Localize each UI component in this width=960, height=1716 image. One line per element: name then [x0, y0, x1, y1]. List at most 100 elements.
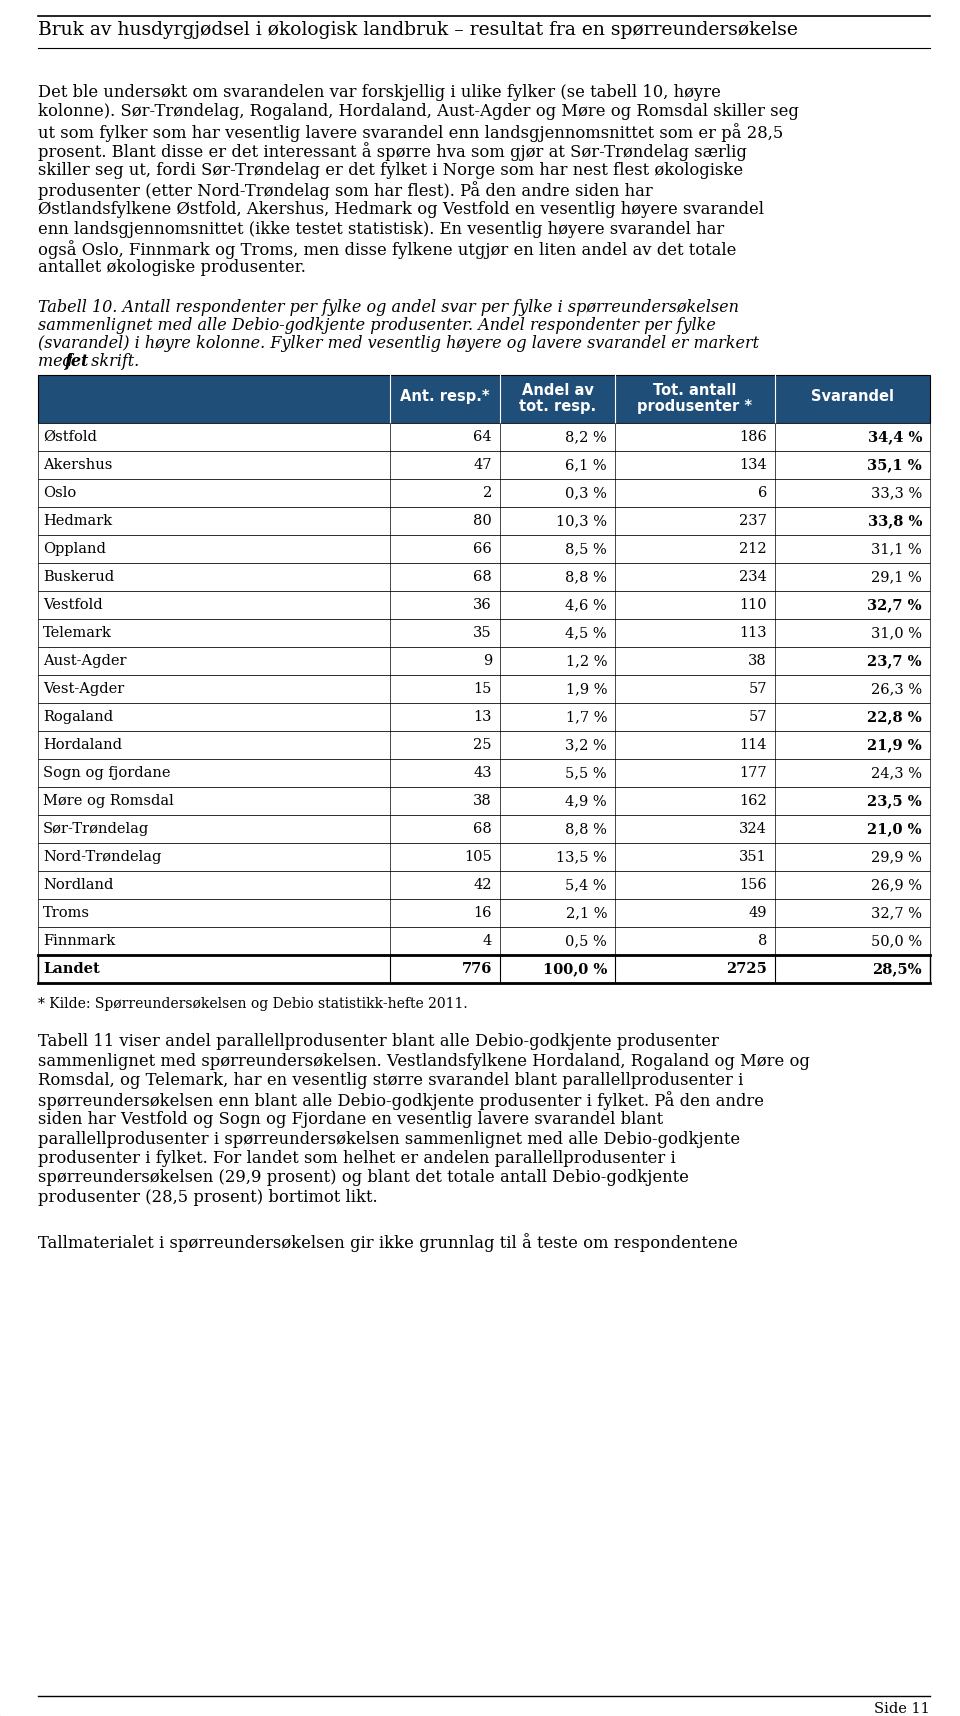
Text: Side 11: Side 11 [875, 1702, 930, 1716]
Text: 22,8 %: 22,8 % [867, 710, 922, 724]
Text: 8,2 %: 8,2 % [565, 431, 607, 444]
Text: 68: 68 [473, 822, 492, 836]
Bar [38, 647, 930, 674]
Text: Aust-Agder: Aust-Agder [43, 654, 127, 668]
Text: 13,5 %: 13,5 % [556, 849, 607, 863]
Text: 4,9 %: 4,9 % [565, 795, 607, 808]
Text: Sør-Trøndelag: Sør-Trøndelag [43, 822, 149, 836]
Text: prosent. Blant disse er det interessant å spørre hva som gjør at Sør-Trøndelag s: prosent. Blant disse er det interessant … [38, 142, 747, 161]
Text: 212: 212 [739, 542, 767, 556]
Text: kolonne). Sør-Trøndelag, Rogaland, Hordaland, Aust-Agder og Møre og Romsdal skil: kolonne). Sør-Trøndelag, Rogaland, Horda… [38, 103, 799, 120]
Text: 114: 114 [739, 738, 767, 752]
Text: 8,5 %: 8,5 % [565, 542, 607, 556]
Text: Vestfold: Vestfold [43, 597, 103, 613]
Text: 8,8 %: 8,8 % [565, 570, 607, 583]
Text: Bruk av husdyrgjødsel i økologisk landbruk – resultat fra en spørreundersøkelse: Bruk av husdyrgjødsel i økologisk landbr… [38, 21, 798, 39]
Text: 80: 80 [473, 515, 492, 529]
Text: 50,0 %: 50,0 % [871, 934, 922, 947]
Text: 38: 38 [748, 654, 767, 668]
Bar [38, 704, 930, 731]
Text: produsenter (etter Nord-Trøndelag som har flest). På den andre siden har: produsenter (etter Nord-Trøndelag som ha… [38, 182, 653, 201]
Text: 36: 36 [473, 597, 492, 613]
Text: 31,0 %: 31,0 % [871, 626, 922, 640]
Text: 57: 57 [749, 710, 767, 724]
Bar [38, 788, 930, 815]
Text: spørreundersøkelsen (29,9 prosent) og blant det totale antall Debio-godkjente: spørreundersøkelsen (29,9 prosent) og bl… [38, 1170, 689, 1186]
Text: 351: 351 [739, 849, 767, 863]
Text: Østfold: Østfold [43, 431, 97, 444]
Text: produsenter (28,5 prosent) bortimot likt.: produsenter (28,5 prosent) bortimot likt… [38, 1189, 377, 1206]
Text: 38: 38 [473, 795, 492, 808]
Text: 100,0 %: 100,0 % [542, 963, 607, 976]
Text: Tabell 11 viser andel parallellprodusenter blant alle Debio-godkjente produsente: Tabell 11 viser andel parallellprodusent… [38, 1033, 719, 1050]
Text: 2: 2 [483, 486, 492, 499]
Text: 10,3 %: 10,3 % [556, 515, 607, 529]
Text: 49: 49 [749, 906, 767, 920]
Text: 21,9 %: 21,9 % [867, 738, 922, 752]
Text: 186: 186 [739, 431, 767, 444]
Text: Buskerud: Buskerud [43, 570, 114, 583]
Text: Sogn og fjordane: Sogn og fjordane [43, 765, 171, 781]
Text: Østlandsfylkene Østfold, Akershus, Hedmark og Vestfold en vesentlig høyere svara: Østlandsfylkene Østfold, Akershus, Hedma… [38, 201, 764, 218]
Bar [38, 506, 930, 535]
Bar [38, 479, 930, 506]
Text: 32,7 %: 32,7 % [871, 906, 922, 920]
Text: Møre og Romsdal: Møre og Romsdal [43, 795, 174, 808]
Text: 5,5 %: 5,5 % [565, 765, 607, 781]
Text: siden har Vestfold og Sogn og Fjordane en vesentlig lavere svarandel blant: siden har Vestfold og Sogn og Fjordane e… [38, 1110, 663, 1127]
Text: Nordland: Nordland [43, 879, 113, 892]
Text: 2725: 2725 [726, 963, 767, 976]
Text: 43: 43 [473, 765, 492, 781]
Text: 23,5 %: 23,5 % [867, 795, 922, 808]
Text: Finnmark: Finnmark [43, 934, 115, 947]
Text: 237: 237 [739, 515, 767, 529]
Text: Rogaland: Rogaland [43, 710, 113, 724]
Bar [38, 376, 930, 424]
Text: 47: 47 [473, 458, 492, 472]
Text: 6,1 %: 6,1 % [565, 458, 607, 472]
Text: 8,8 %: 8,8 % [565, 822, 607, 836]
Text: ut som fylker som har vesentlig lavere svarandel enn landsgjennomsnittet som er : ut som fylker som har vesentlig lavere s… [38, 124, 783, 142]
Bar [38, 424, 930, 451]
Text: Vest-Agder: Vest-Agder [43, 681, 124, 697]
Text: 8: 8 [757, 934, 767, 947]
Text: 25: 25 [473, 738, 492, 752]
Bar [38, 927, 930, 956]
Text: 3,2 %: 3,2 % [565, 738, 607, 752]
Bar [38, 872, 930, 899]
Text: sammenlignet med spørreundersøkelsen. Vestlandsfylkene Hordaland, Rogaland og Mø: sammenlignet med spørreundersøkelsen. Ve… [38, 1052, 810, 1069]
Bar [38, 815, 930, 843]
Text: Tabell 10. Antall respondenter per fylke og andel svar per fylke i spørreundersø: Tabell 10. Antall respondenter per fylke… [38, 299, 739, 316]
Text: Romsdal, og Telemark, har en vesentlig større svarandel blant parallellprodusent: Romsdal, og Telemark, har en vesentlig s… [38, 1072, 743, 1090]
Text: 15: 15 [473, 681, 492, 697]
Text: produsenter *: produsenter * [637, 400, 753, 414]
Bar [38, 535, 930, 563]
Bar [38, 590, 930, 619]
Text: 4: 4 [483, 934, 492, 947]
Text: 177: 177 [739, 765, 767, 781]
Text: 31,1 %: 31,1 % [872, 542, 922, 556]
Text: 1,7 %: 1,7 % [565, 710, 607, 724]
Text: spørreundersøkelsen enn blant alle Debio-godkjente produsenter i fylket. På den : spørreundersøkelsen enn blant alle Debio… [38, 1091, 764, 1110]
Text: Hedmark: Hedmark [43, 515, 112, 529]
Bar [38, 758, 930, 788]
Text: 26,3 %: 26,3 % [871, 681, 922, 697]
Text: 1,2 %: 1,2 % [565, 654, 607, 668]
Text: 113: 113 [739, 626, 767, 640]
Text: Tallmaterialet i spørreundersøkelsen gir ikke grunnlag til å teste om respondent: Tallmaterialet i spørreundersøkelsen gir… [38, 1234, 738, 1253]
Text: 23,7 %: 23,7 % [868, 654, 922, 668]
Bar [38, 619, 930, 647]
Text: 105: 105 [465, 849, 492, 863]
Text: også Oslo, Finnmark og Troms, men disse fylkene utgjør en liten andel av det tot: også Oslo, Finnmark og Troms, men disse … [38, 240, 736, 259]
Text: 29,1 %: 29,1 % [872, 570, 922, 583]
Text: Svarandel: Svarandel [811, 390, 894, 403]
Text: 234: 234 [739, 570, 767, 583]
Text: skiller seg ut, fordi Sør-Trøndelag er det fylket i Norge som har nest flest øko: skiller seg ut, fordi Sør-Trøndelag er d… [38, 161, 743, 178]
Text: skrift.: skrift. [85, 353, 139, 371]
Text: 21,0 %: 21,0 % [868, 822, 922, 836]
Text: 29,9 %: 29,9 % [871, 849, 922, 863]
Text: Oppland: Oppland [43, 542, 106, 556]
Text: 9: 9 [483, 654, 492, 668]
Text: 2,1 %: 2,1 % [565, 906, 607, 920]
Text: 4,5 %: 4,5 % [565, 626, 607, 640]
